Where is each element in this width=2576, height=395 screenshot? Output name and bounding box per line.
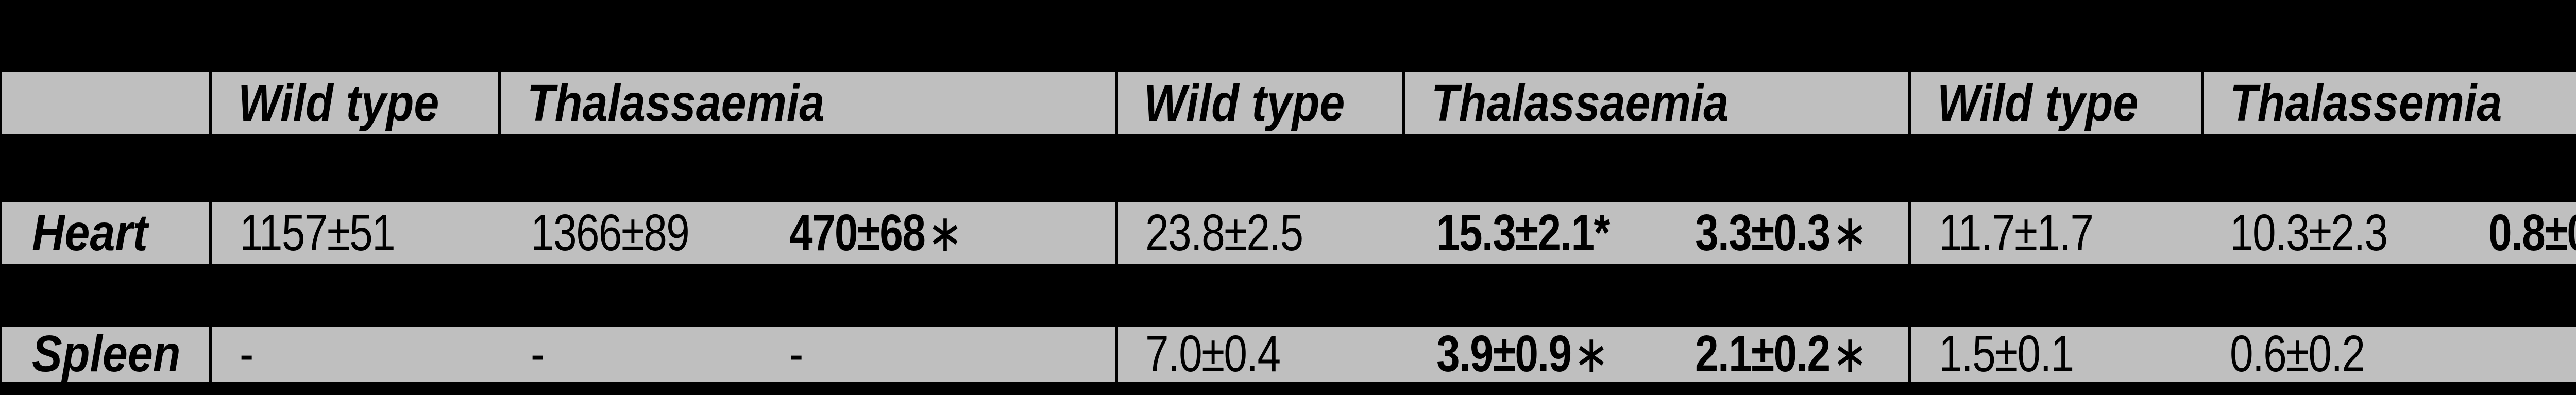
cell-value: 7.0±0.4 [1145, 325, 1281, 383]
header-cell-thalassemia-3: Thalassemia [2204, 72, 2576, 134]
cell-value: 1.5±0.1 [1939, 325, 2074, 383]
row-label: Spleen [32, 325, 181, 383]
cell-value: 3.3±0.3 ∗ [1695, 203, 1868, 262]
cell-value: 15.3±2.1* [1436, 203, 1610, 262]
heart-group-1-cell: 1157±51 1366±89 470±68 ∗ [212, 202, 1115, 264]
cell-value: 3.9±0.9 ∗ [1436, 325, 1609, 383]
spleen-group-2-cell: 7.0±0.4 3.9±0.9 ∗ 2.1±0.2 ∗ [1118, 325, 1908, 383]
table-header-row: Wild type Thalassaemia Wild type Thalass… [0, 72, 2576, 134]
spleen-group-1-cell: - - - [212, 325, 1115, 383]
significance-asterisk: ∗ [1832, 204, 1868, 262]
header-cell-thalassaemia-1: Thalassaemia [501, 72, 1115, 134]
header-cell-wild-type-3: Wild type [1911, 72, 2201, 134]
spleen-group-3-cell: 1.5±0.1 0.6±0.2 † [1911, 325, 2576, 383]
cell-value: 10.3±2.3 [2230, 203, 2388, 262]
significance-asterisk: ∗ [1573, 325, 1609, 383]
cell-value: - [240, 325, 253, 383]
table-row-heart: Heart 1157±51 1366±89 470±68 ∗ 23.8±2.5 1… [0, 202, 2576, 264]
cell-value: 23.8±2.5 [1145, 203, 1303, 262]
significance-asterisk: ∗ [1832, 325, 1868, 383]
cell-value: 0.6±0.2 [2230, 325, 2365, 383]
row-label-cell: Spleen [2, 325, 209, 383]
header-label: Wild type [1144, 74, 1345, 132]
row-label: Heart [32, 203, 148, 262]
header-cell-wild-type-2: Wild type [1118, 72, 1402, 134]
cell-value: - [789, 325, 803, 383]
header-label: Thalassaemia [527, 74, 825, 132]
header-corner-cell [2, 72, 209, 134]
cell-value: 0.8±0.1∗ [2488, 203, 2576, 262]
significance-asterisk: ∗ [927, 204, 963, 262]
cell-value: 1366±89 [531, 203, 690, 262]
heart-group-2-cell: 23.8±2.5 15.3±2.1* 3.3±0.3 ∗ [1118, 202, 1908, 264]
cell-value: 2.1±0.2 ∗ [1695, 325, 1868, 383]
table-row-spleen: Spleen - - - 7.0±0.4 3.9±0.9 ∗ 2.1±0.2 ∗ 1… [0, 325, 2576, 383]
header-label: Wild type [1937, 74, 2139, 132]
cell-value: 11.7±1.7 [1939, 203, 2094, 262]
header-cell-wild-type-1: Wild type [212, 72, 498, 134]
header-cell-thalassaemia-2: Thalassaemia [1405, 72, 1908, 134]
row-label-cell: Heart [2, 202, 209, 264]
header-label: Wild type [238, 74, 439, 132]
header-label: Thalassaemia [1431, 74, 1729, 132]
cell-value: 1157±51 [240, 203, 396, 262]
cell-value: 470±68 ∗ [789, 203, 963, 262]
cell-value: † [2488, 327, 2576, 382]
header-label: Thalassemia [2230, 74, 2502, 132]
cell-value: - [531, 325, 545, 383]
heart-group-3-cell: 11.7±1.7 10.3±2.3 0.8±0.1∗ [1911, 202, 2576, 264]
